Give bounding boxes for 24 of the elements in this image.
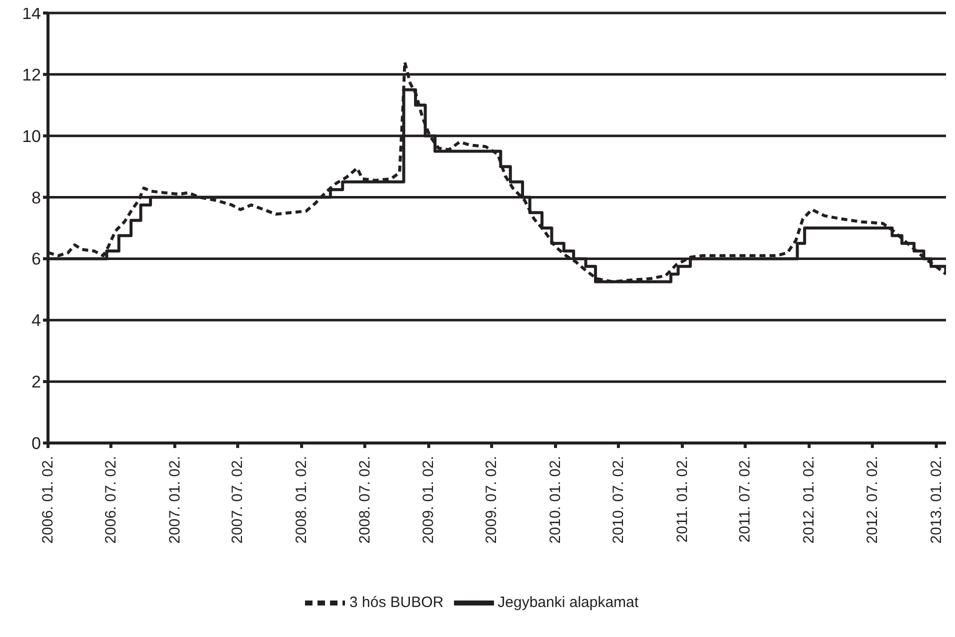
x-tick-label: 2007. 01. 02. [166, 456, 184, 544]
x-tick-label: 2007. 07. 02. [229, 456, 246, 544]
y-tick-label: 4 [32, 311, 41, 330]
y-tick-label: 2 [32, 372, 41, 392]
y-tick-label: 10 [22, 126, 41, 146]
x-tick-label: 2011. 01. 02. [674, 456, 691, 542]
x-tick-label: 2011. 07. 02. [736, 456, 754, 542]
legend-label: Jegybanki alapkamat [498, 594, 639, 611]
y-tick-label: 12 [22, 65, 41, 84]
x-tick-label: 2006. 01. 02. [40, 456, 56, 544]
x-tick-label: 2009. 07. 02. [483, 456, 500, 544]
x-tick-label: 2009. 01. 02. [420, 456, 438, 544]
x-tick-label: 2006. 07. 02. [102, 456, 120, 544]
x-tick-label: 2008. 01. 02. [293, 456, 310, 544]
x-tick-label: 2013. 01. 02. [928, 456, 945, 544]
legend-label: 3 hós BUBOR [349, 594, 444, 611]
x-tick-label: 2012. 07. 02. [864, 456, 881, 544]
x-tick-label: 2010. 07. 02. [610, 456, 627, 544]
x-tick-label: 2008. 07. 02. [356, 456, 374, 544]
y-tick-label: 0 [32, 434, 41, 454]
x-tick-label: 2012. 01. 02. [800, 456, 818, 544]
y-tick-label: 6 [32, 250, 41, 269]
x-tick-label: 2010. 01. 02. [547, 456, 564, 544]
y-tick-label: 8 [32, 188, 41, 208]
